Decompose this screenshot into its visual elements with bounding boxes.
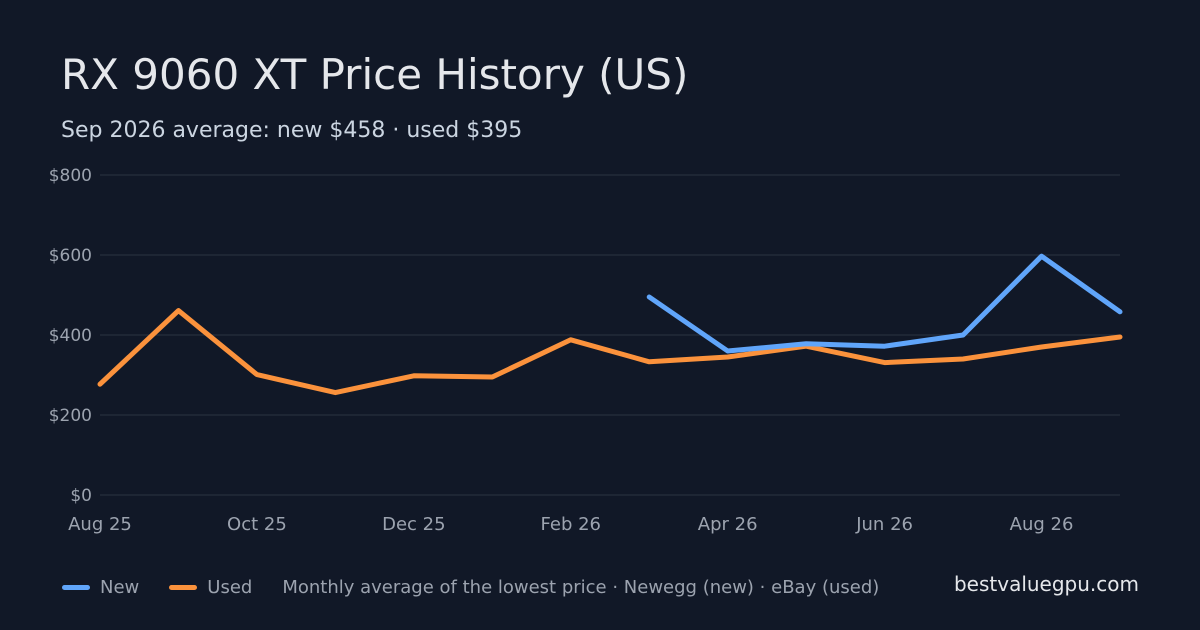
- legend-swatch-new: [62, 584, 90, 590]
- x-tick-label: Feb 26: [541, 514, 602, 535]
- legend-label-used: Used: [207, 576, 253, 598]
- x-tick-label: Jun 26: [855, 514, 913, 535]
- y-tick-label: $200: [49, 406, 92, 426]
- grid-lines: [100, 174, 1120, 496]
- legend: New Used Monthly average of the lowest p…: [62, 574, 879, 600]
- chart-subtitle: Sep 2026 average: new $458 · used $395: [61, 118, 523, 143]
- x-tick-label: Aug 25: [68, 514, 132, 535]
- legend-label-new: New: [100, 576, 140, 598]
- series-line-used: [97, 308, 1123, 396]
- y-axis-ticks: $0 $200 $400 $600 $800: [49, 166, 92, 506]
- legend-item-used: Used: [169, 577, 252, 598]
- legend-swatch-used: [169, 584, 198, 590]
- brand-link[interactable]: bestvaluegpu.com: [953, 572, 1139, 596]
- x-tick-label: Apr 26: [698, 514, 758, 535]
- x-axis-ticks: Aug 25 Oct 25 Dec 25 Feb 26 Apr 26 Jun 26 Aug …: [68, 514, 1073, 535]
- series-lines: [97, 253, 1123, 396]
- x-tick-label: Oct 25: [227, 514, 287, 535]
- y-tick-label: $800: [49, 166, 92, 186]
- y-tick-label: $400: [49, 326, 92, 346]
- series-line-new: [646, 253, 1123, 354]
- x-tick-label: Dec 25: [382, 514, 445, 535]
- x-tick-label: Aug 26: [1010, 514, 1074, 535]
- y-tick-label: $0: [70, 486, 92, 506]
- legend-item-new: New: [62, 577, 139, 598]
- source-note: Monthly average of the lowest price · Ne…: [282, 576, 880, 598]
- y-tick-label: $600: [49, 246, 92, 266]
- chart-title: RX 9060 XT Price History (US): [61, 50, 689, 99]
